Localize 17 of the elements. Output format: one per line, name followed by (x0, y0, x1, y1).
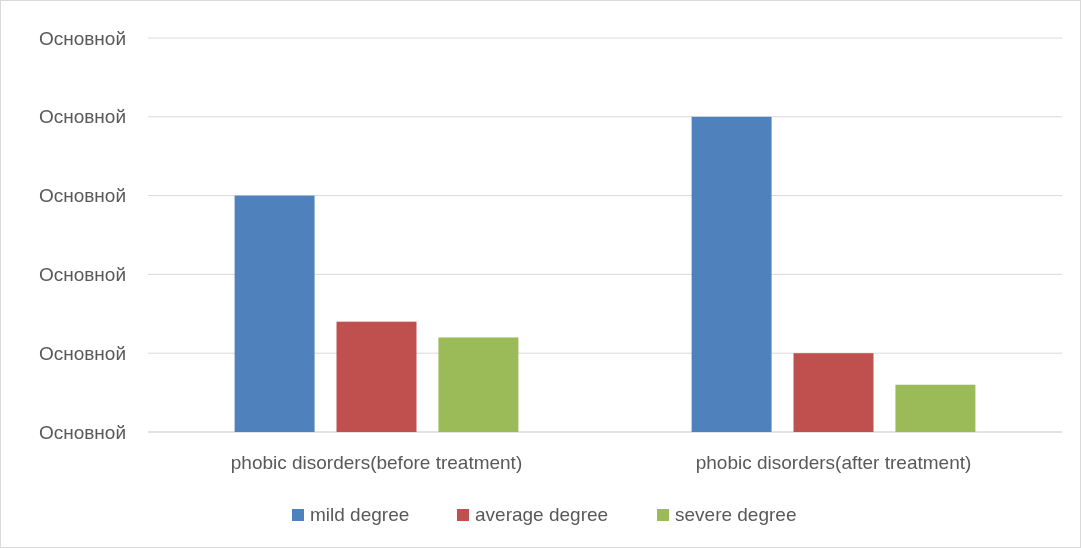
text: Основной (38, 106, 126, 128)
bar (336, 321, 417, 432)
x-tick-label: phobic disorders(before treatment) (230, 452, 523, 473)
legend-label: severe degree (675, 504, 797, 525)
legend-label: average degree (475, 504, 609, 525)
bar (234, 195, 315, 432)
bar (895, 384, 976, 432)
text: Основной (38, 421, 126, 443)
bar (691, 116, 772, 432)
x-tick-label: phobic disorders(after treatment) (695, 452, 972, 473)
legend-label: mild degree (310, 504, 410, 525)
bar (438, 337, 519, 432)
text: Основной (38, 264, 126, 286)
bar (793, 353, 874, 432)
text: Основной (38, 342, 126, 364)
text: Основной (38, 27, 126, 49)
text: Основной (38, 185, 126, 207)
